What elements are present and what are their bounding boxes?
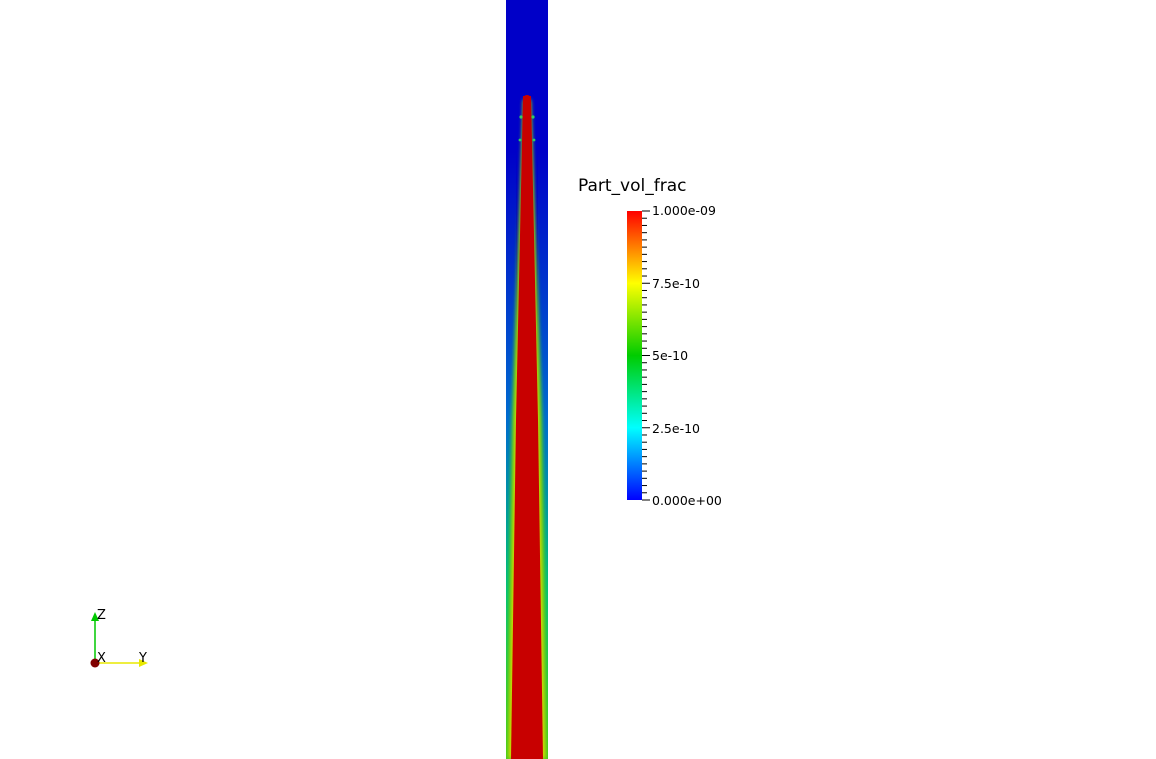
scalar-bar-label-050: 5e-10 — [652, 348, 689, 363]
column-edge-right — [538, 0, 548, 759]
x-axis-marker — [90, 658, 100, 668]
orientation-axes — [90, 612, 148, 668]
scalar-bar-label-min: 0.000e+00 — [652, 493, 722, 508]
scalar-bar — [627, 210, 650, 501]
scalar-bar-label-075: 7.5e-10 — [652, 276, 700, 291]
scalar-bar-ramp — [627, 211, 642, 500]
y-axis-arrow — [139, 659, 148, 667]
y-axis-label: Y — [139, 651, 147, 666]
plume-tip-edge-left — [519, 115, 523, 119]
scalar-bar-label-025: 2.5e-10 — [652, 421, 700, 436]
z-axis-label: Z — [97, 608, 106, 623]
column-edge-left — [506, 0, 516, 759]
x-axis-label: X — [97, 651, 106, 666]
simulation-column — [506, 0, 548, 759]
plume-tip-edge-right — [531, 115, 535, 119]
plume-tip — [523, 95, 531, 103]
plume-core — [511, 96, 543, 759]
plume-edge-dot — [532, 138, 536, 142]
plume-edge-dot — [518, 138, 522, 142]
scalar-bar-label-max: 1.000e-09 — [652, 203, 716, 218]
z-axis-arrow — [91, 612, 99, 621]
scalar-bar-ticks — [642, 210, 650, 501]
scalar-bar-title: Part_vol_frac — [578, 176, 687, 196]
